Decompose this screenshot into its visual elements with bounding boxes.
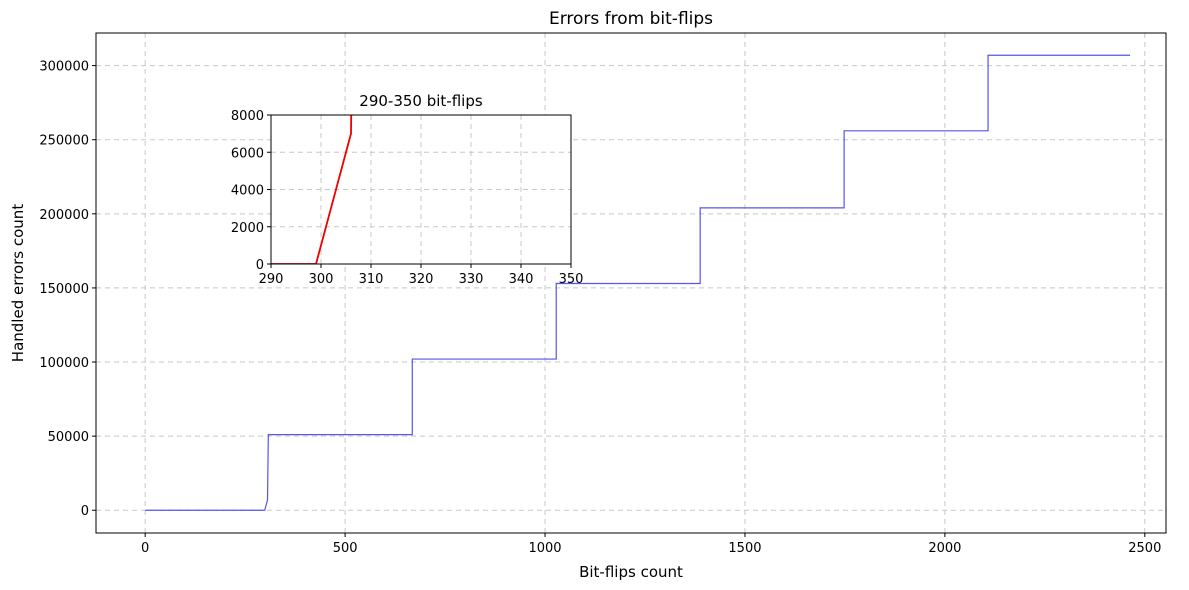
y-tick-label: 200000 [39, 208, 89, 223]
x-tick-label: 340 [509, 272, 534, 287]
x-tick-label: 290 [259, 272, 284, 287]
x-tick-label: 310 [359, 272, 384, 287]
data-line [145, 54, 1131, 511]
x-tick-label: 300 [309, 272, 334, 287]
x-tick-label: 320 [409, 272, 434, 287]
y-tick-label: 250000 [39, 134, 89, 149]
chart-title: 290-350 bit-flips [359, 92, 483, 110]
x-tick-label: 330 [459, 272, 484, 287]
chart-title: Errors from bit-flips [549, 9, 713, 29]
x-tick-label: 1500 [728, 541, 761, 556]
plot-frame [95, 32, 1167, 534]
y-tick-label: 150000 [39, 282, 89, 297]
x-axis-label: Bit-flips count [579, 563, 683, 581]
y-tick-label: 0 [81, 504, 89, 519]
x-tick-label: 2500 [1128, 541, 1161, 556]
y-tick-label: 0 [256, 258, 264, 273]
x-tick-label: 350 [559, 272, 584, 287]
plot-frame [270, 114, 572, 265]
x-tick-label: 500 [333, 541, 358, 556]
y-tick-label: 6000 [231, 146, 264, 161]
y-tick-label: 300000 [39, 60, 89, 75]
y-axis-label: Handled errors count [9, 204, 27, 363]
x-tick-label: 0 [141, 541, 149, 556]
y-tick-label: 50000 [48, 430, 89, 445]
y-tick-label: 2000 [231, 221, 264, 236]
y-tick-label: 8000 [231, 109, 264, 124]
x-tick-label: 2000 [928, 541, 961, 556]
data-line [271, 115, 353, 264]
y-tick-label: 100000 [39, 356, 89, 371]
y-tick-label: 4000 [231, 184, 264, 199]
x-tick-label: 1000 [528, 541, 561, 556]
